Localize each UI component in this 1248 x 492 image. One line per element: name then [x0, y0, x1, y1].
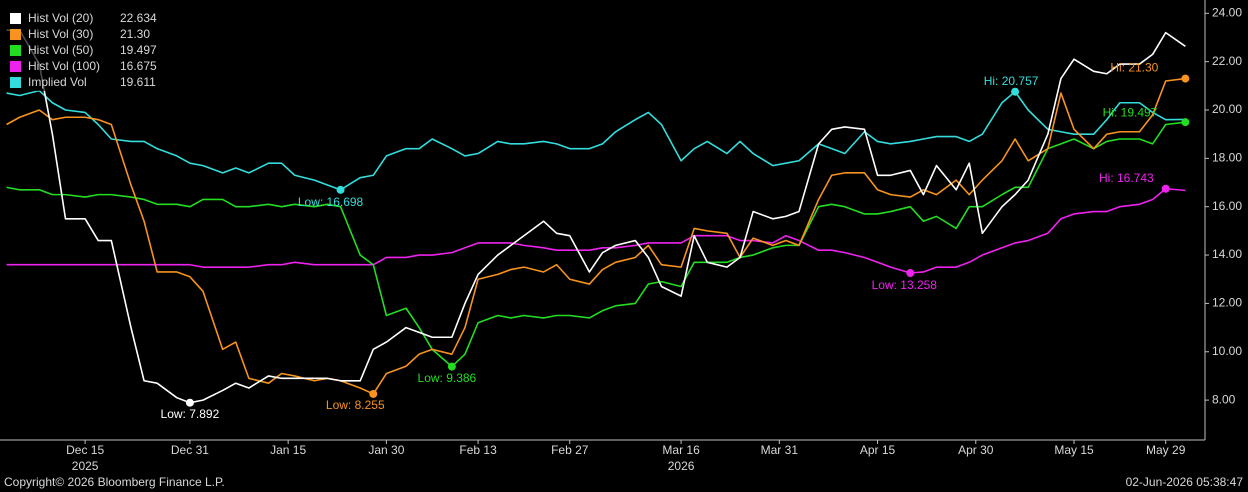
series-line: [6, 121, 1186, 368]
series-line: [6, 89, 1186, 191]
legend-swatch: [10, 61, 21, 72]
annotation-dot: [1161, 184, 1170, 193]
legend-value: 22.634: [120, 11, 157, 25]
x-tick-label: Jan 15: [270, 443, 306, 457]
x-tick-label: Apr 15: [860, 443, 896, 457]
y-tick-label: 24.00: [1212, 5, 1242, 19]
copyright: Copyright© 2026 Bloomberg Finance L.P.: [4, 475, 225, 489]
annotation-dot: [1181, 118, 1190, 127]
annotation-label: Hi: 20.757: [984, 74, 1039, 88]
y-tick-label: 18.00: [1212, 151, 1242, 165]
x-tick-label: Mar 16: [662, 443, 700, 457]
annotation-label: Low: 16.698: [298, 195, 364, 209]
x-tick-label: Dec 31: [171, 443, 209, 457]
legend-swatch: [10, 13, 21, 24]
legend-swatch: [10, 45, 21, 56]
legend-value: 19.497: [120, 43, 157, 57]
legend-row-bg: [6, 75, 164, 91]
annotation-label: Hi: 21.30: [1110, 61, 1158, 75]
legend-swatch: [10, 77, 21, 88]
x-year-label: 2025: [72, 459, 99, 473]
x-tick-label: Mar 31: [761, 443, 799, 457]
legend-label: Hist Vol (50): [28, 43, 93, 57]
x-tick-label: May 15: [1054, 443, 1094, 457]
x-year-label: 2026: [668, 459, 695, 473]
x-tick-label: Dec 15: [66, 443, 104, 457]
annotation-label: Low: 7.892: [161, 407, 220, 421]
legend-label: Hist Vol (30): [28, 27, 93, 41]
y-tick-label: 20.00: [1212, 102, 1242, 116]
x-tick-label: Jan 30: [368, 443, 404, 457]
y-tick-label: 10.00: [1212, 344, 1242, 358]
y-tick-label: 22.00: [1212, 54, 1242, 68]
legend-label: Hist Vol (100): [28, 59, 100, 73]
annotation-label: Hi: 16.743: [1099, 171, 1154, 185]
annotation-dot: [369, 389, 378, 398]
legend-value: 21.30: [120, 27, 150, 41]
legend-swatch: [10, 29, 21, 40]
annotation-label: Low: 8.255: [326, 398, 385, 412]
timestamp: 02-Jun-2026 05:38:47: [1126, 475, 1244, 489]
plot-area: [6, 29, 1186, 404]
series-line: [6, 187, 1186, 274]
x-tick-label: Feb 13: [459, 443, 497, 457]
y-tick-label: 8.00: [1212, 392, 1236, 406]
legend-value: 16.675: [120, 59, 157, 73]
legend-label: Hist Vol (20): [28, 11, 93, 25]
annotation-dot: [447, 362, 456, 371]
annotation-label: Low: 13.258: [872, 278, 938, 292]
y-tick-label: 14.00: [1212, 247, 1242, 261]
legend-label: Implied Vol: [28, 75, 87, 89]
annotation-dot: [185, 398, 194, 407]
x-tick-label: Feb 27: [551, 443, 589, 457]
annotation-dot: [336, 185, 345, 194]
annotation-label: Hi: 19.497: [1103, 105, 1158, 119]
annotation-dot: [906, 268, 915, 277]
legend-value: 19.611: [120, 75, 156, 89]
x-tick-label: May 29: [1146, 443, 1186, 457]
legend-row-bg: [6, 11, 164, 27]
annotation-dot: [1011, 87, 1020, 96]
legend-row-bg: [6, 27, 164, 43]
annotation-dot: [1181, 74, 1190, 83]
x-tick-label: Apr 30: [958, 443, 994, 457]
legend: Hist Vol (20) 22.634 Hist Vol (30) 21.30 His…: [6, 11, 164, 91]
series-line: [6, 29, 1186, 404]
annotation-label: Low: 9.386: [418, 371, 477, 385]
legend-row-bg: [6, 59, 164, 75]
legend-row-bg: [6, 43, 164, 59]
y-tick-label: 12.00: [1212, 296, 1242, 310]
series-line: [6, 77, 1186, 395]
y-tick-label: 16.00: [1212, 199, 1242, 213]
